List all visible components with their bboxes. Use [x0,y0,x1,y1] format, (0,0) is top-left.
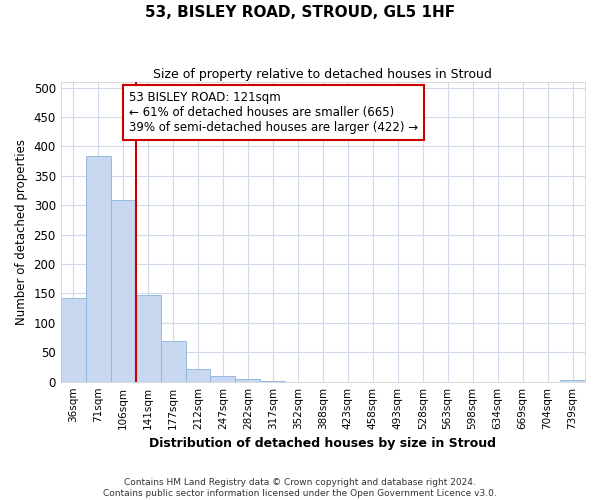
Bar [86,156,110,382]
X-axis label: Distribution of detached houses by size in Stroud: Distribution of detached houses by size … [149,437,496,450]
Text: 53 BISLEY ROAD: 121sqm
← 61% of detached houses are smaller (665)
39% of semi-de: 53 BISLEY ROAD: 121sqm ← 61% of detached… [129,90,418,134]
Bar [560,380,585,382]
Bar [260,380,286,382]
Y-axis label: Number of detached properties: Number of detached properties [15,138,28,324]
Bar [161,341,185,382]
Title: Size of property relative to detached houses in Stroud: Size of property relative to detached ho… [154,68,492,80]
Text: 53, BISLEY ROAD, STROUD, GL5 1HF: 53, BISLEY ROAD, STROUD, GL5 1HF [145,5,455,20]
Bar [110,200,136,382]
Bar [136,294,161,382]
Bar [185,368,211,382]
Text: Contains HM Land Registry data © Crown copyright and database right 2024.
Contai: Contains HM Land Registry data © Crown c… [103,478,497,498]
Bar [211,376,235,382]
Bar [235,378,260,382]
Bar [61,298,86,382]
